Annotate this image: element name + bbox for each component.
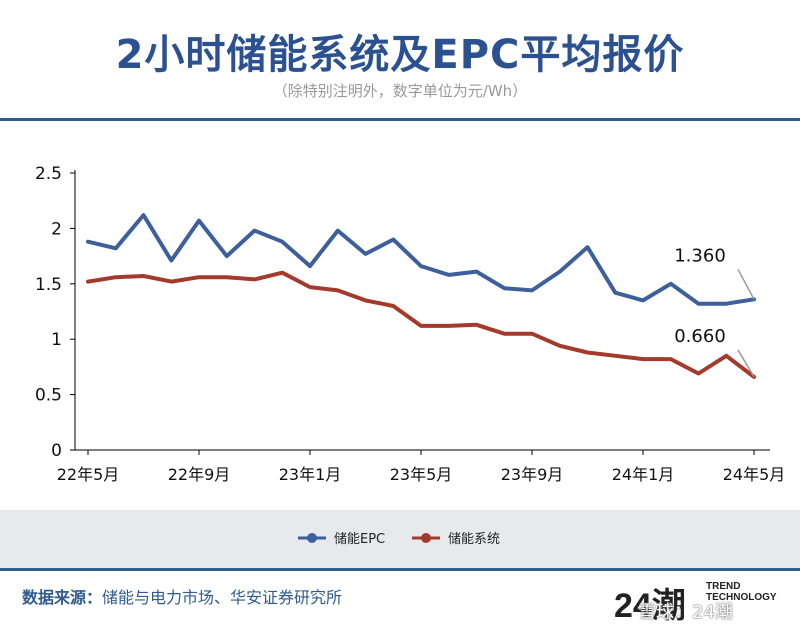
end-value-label: 0.660	[674, 326, 726, 347]
data-source: 数据来源：储能与电力市场、华安证券研究所	[22, 584, 342, 608]
brand-tagline: TREND TECHNOLOGY	[706, 581, 777, 603]
series-line-system	[86, 270, 756, 379]
brand-number: 24	[614, 587, 652, 625]
brand-logo: 24潮 TREND TECHNOLOGY	[614, 578, 794, 626]
x-tick-label: 23年9月	[501, 465, 564, 484]
x-tick-label: 23年5月	[390, 465, 453, 484]
chart-legend: 储能EPC 储能系统	[298, 532, 500, 547]
y-tick-label: 2	[51, 219, 62, 239]
x-tick-label: 24年1月	[612, 465, 675, 484]
x-tick-label: 22年9月	[168, 465, 231, 484]
x-tick-label: 23年1月	[279, 465, 342, 484]
page-title: 2小时储能系统及EPC平均报价	[115, 32, 685, 78]
footer-divider	[0, 568, 800, 571]
brand-trend-text: TREND	[706, 581, 741, 592]
legend-swatch-marker	[307, 533, 317, 543]
brand-technology-text: TECHNOLOGY	[706, 592, 777, 603]
end-label-leader	[737, 268, 755, 300]
header-divider	[0, 118, 800, 121]
data-source-label: 数据来源：	[22, 588, 103, 607]
y-tick-label: 0.5	[35, 386, 62, 406]
legend-label: 储能EPC	[334, 532, 385, 547]
page-subtitle: （除特别注明外，数字单位为元/Wh）	[272, 82, 528, 100]
legend-swatch-marker	[421, 533, 431, 543]
y-tick-label: 2.5	[35, 164, 62, 184]
watermark: 雪球：24潮	[638, 602, 733, 623]
end-label-leader	[737, 349, 755, 378]
y-tick-label: 1	[51, 330, 62, 350]
end-value-label: 1.360	[674, 245, 726, 266]
y-tick-label: 1.5	[35, 275, 62, 295]
legend-label: 储能系统	[448, 532, 500, 547]
y-tick-label: 0	[51, 441, 62, 461]
brand-glyph: 潮	[651, 587, 686, 625]
brand-logo-mark: 24潮	[614, 578, 686, 627]
x-tick-label: 24年5月	[723, 465, 786, 484]
data-source-text: 储能与电力市场、华安证券研究所	[102, 588, 343, 607]
line-chart: 0 0.5 1 1.5 2 2.5 22年5月 22年9月 23年1月 23年5月 23年9月 24年…	[35, 164, 786, 484]
x-tick-label: 22年5月	[57, 465, 120, 484]
series-line-epc	[86, 213, 756, 306]
legend-band: 储能EPC 储能系统	[0, 510, 800, 568]
chart-area: 0 0.5 1 1.5 2 2.5 22年5月 22年9月 23年1月 23年5月 23年9月 24年…	[0, 150, 800, 500]
